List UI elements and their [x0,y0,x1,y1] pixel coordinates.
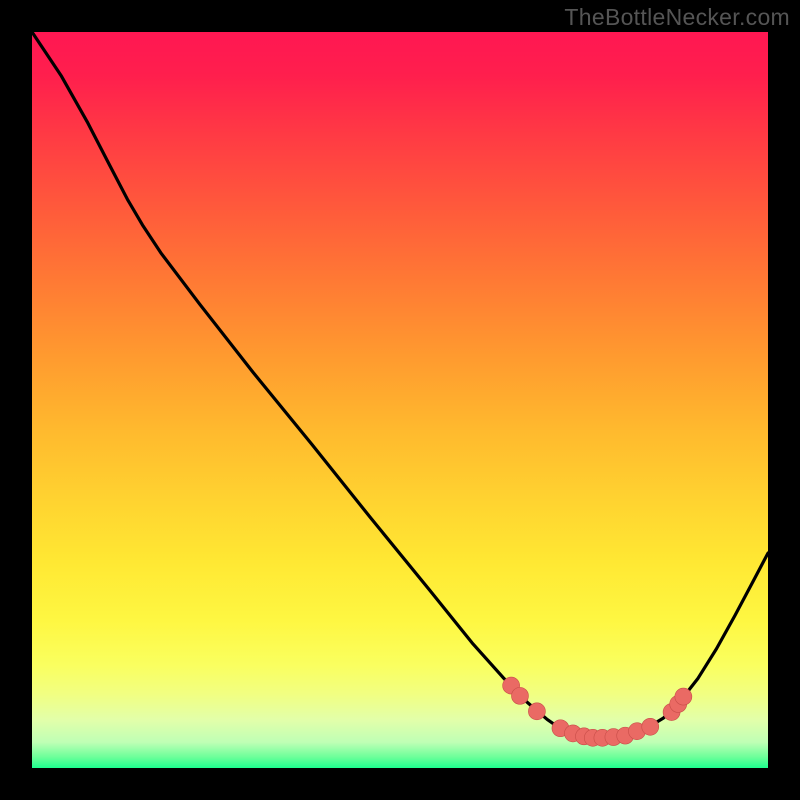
bottleneck-curve [32,32,768,738]
data-point-marker [511,687,528,704]
chart-svg [32,32,768,768]
data-point-marker [528,703,545,720]
attribution-label: TheBottleNecker.com [564,4,790,31]
data-point-marker [675,688,692,705]
data-point-marker [642,718,659,735]
chart-plot-area [32,32,768,768]
